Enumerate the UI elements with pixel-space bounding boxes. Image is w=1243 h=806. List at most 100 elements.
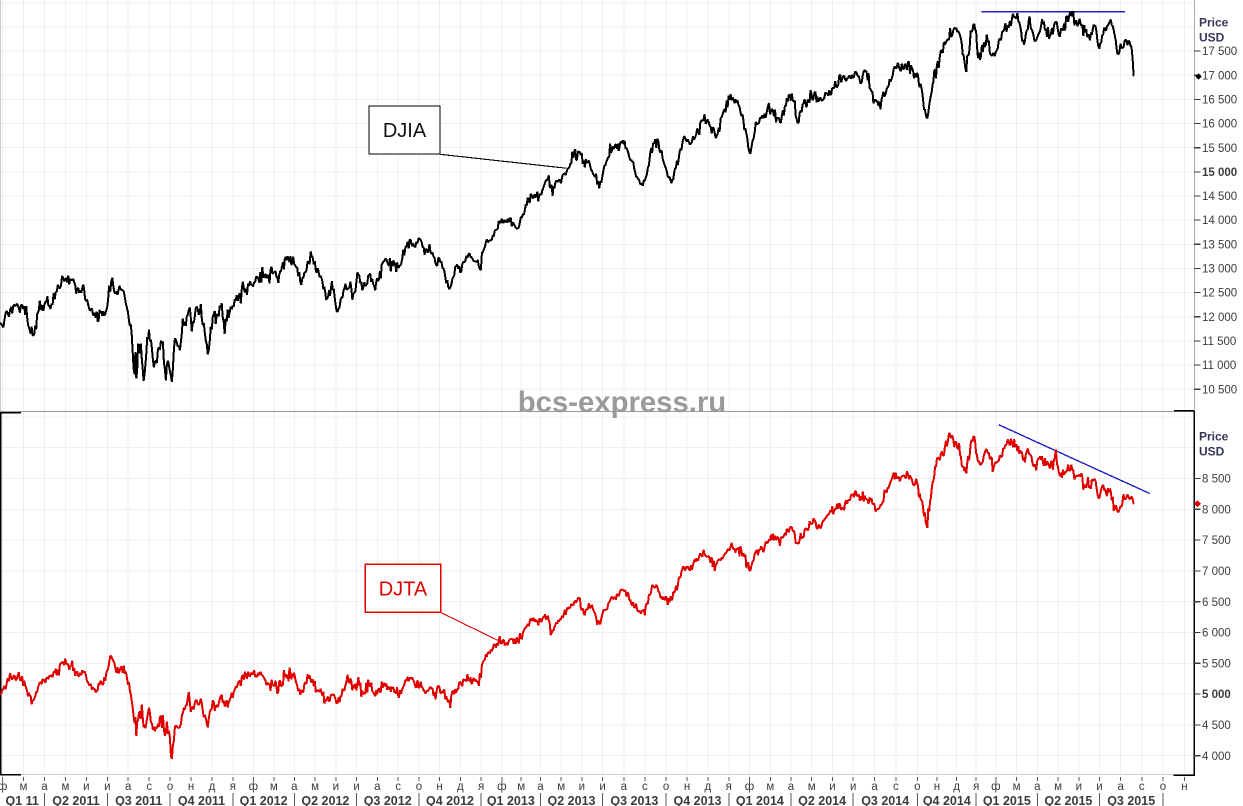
- svg-text:м: м: [311, 781, 319, 793]
- svg-text:14 500: 14 500: [1202, 191, 1237, 203]
- svg-text:13 500: 13 500: [1202, 239, 1237, 251]
- svg-text:Q3 2012: Q3 2012: [364, 794, 412, 806]
- svg-text:ф: ф: [991, 781, 1000, 793]
- svg-text:8 500: 8 500: [1202, 474, 1231, 486]
- svg-text:н: н: [188, 781, 194, 793]
- svg-text:11 000: 11 000: [1202, 360, 1236, 372]
- svg-text:5 500: 5 500: [1202, 658, 1231, 670]
- svg-text:7 000: 7 000: [1202, 566, 1231, 578]
- svg-text:и: и: [1096, 781, 1102, 793]
- svg-text:о: о: [167, 781, 173, 793]
- svg-text:м: м: [1054, 781, 1062, 793]
- svg-text:с: с: [146, 781, 152, 793]
- svg-text:6 500: 6 500: [1202, 597, 1231, 609]
- svg-text:и: и: [353, 781, 359, 793]
- svg-text:USD: USD: [1199, 445, 1225, 459]
- svg-text:и: и: [104, 781, 110, 793]
- svg-text:13 000: 13 000: [1202, 264, 1237, 276]
- svg-text:Price: Price: [1199, 16, 1229, 30]
- svg-text:Q4 2013: Q4 2013: [674, 794, 722, 806]
- svg-text:о: о: [416, 781, 422, 793]
- svg-text:м: м: [766, 781, 774, 793]
- svg-text:16 000: 16 000: [1202, 119, 1237, 131]
- svg-text:12 000: 12 000: [1202, 312, 1237, 324]
- svg-text:а: а: [788, 781, 795, 793]
- svg-text:д: д: [209, 781, 216, 793]
- svg-text:Q2 2012: Q2 2012: [301, 794, 349, 806]
- svg-text:DJIA: DJIA: [383, 120, 427, 142]
- svg-text:м: м: [61, 781, 69, 793]
- svg-text:а: а: [1117, 781, 1124, 793]
- svg-text:12 500: 12 500: [1202, 288, 1237, 300]
- svg-text:ф: ф: [497, 781, 506, 793]
- svg-text:Q1 2014: Q1 2014: [736, 794, 784, 806]
- svg-text:а: а: [871, 781, 878, 793]
- svg-text:Q1 11: Q1 11: [6, 794, 39, 806]
- svg-text:Q3 2014: Q3 2014: [861, 794, 909, 806]
- svg-text:а: а: [537, 781, 544, 793]
- svg-text:я: я: [973, 781, 979, 793]
- svg-text:н: н: [1181, 781, 1187, 793]
- svg-text:8 000: 8 000: [1202, 504, 1231, 516]
- svg-text:н: н: [436, 781, 442, 793]
- svg-text:14 000: 14 000: [1202, 215, 1237, 227]
- svg-text:и: и: [333, 781, 339, 793]
- svg-text:Q2 2011: Q2 2011: [52, 794, 99, 806]
- svg-text:Q1 2015: Q1 2015: [983, 794, 1031, 806]
- svg-text:USD: USD: [1199, 31, 1225, 45]
- svg-text:10 500: 10 500: [1202, 384, 1237, 396]
- svg-text:м: м: [20, 781, 28, 793]
- svg-text:с: с: [893, 781, 899, 793]
- svg-text:м: м: [270, 781, 278, 793]
- svg-text:Q4 2014: Q4 2014: [923, 794, 971, 806]
- svg-text:с: с: [1139, 781, 1145, 793]
- svg-text:Q3 2015: Q3 2015: [1107, 794, 1155, 806]
- svg-text:м: м: [557, 781, 565, 793]
- svg-text:я: я: [726, 781, 732, 793]
- svg-text:и: и: [599, 781, 605, 793]
- svg-text:Q2 2014: Q2 2014: [798, 794, 846, 806]
- svg-text:д: д: [953, 781, 960, 793]
- svg-text:15 500: 15 500: [1202, 143, 1237, 155]
- svg-text:о: о: [914, 781, 920, 793]
- svg-text:Q3 2011: Q3 2011: [115, 794, 162, 806]
- svg-text:Q2 2015: Q2 2015: [1044, 794, 1092, 806]
- svg-text:д: д: [705, 781, 712, 793]
- svg-text:я: я: [230, 781, 236, 793]
- svg-text:м: м: [1013, 781, 1021, 793]
- svg-text:Q3 2013: Q3 2013: [610, 794, 658, 806]
- svg-text:Price: Price: [1199, 430, 1229, 444]
- svg-text:м: м: [808, 781, 816, 793]
- svg-text:4 000: 4 000: [1202, 751, 1231, 763]
- svg-text:15 000: 15 000: [1202, 167, 1237, 179]
- svg-text:н: н: [934, 781, 940, 793]
- svg-text:16 500: 16 500: [1202, 95, 1237, 107]
- svg-text:Q2 2013: Q2 2013: [548, 794, 596, 806]
- svg-text:м: м: [517, 781, 525, 793]
- svg-text:17 000: 17 000: [1202, 70, 1237, 82]
- svg-text:с: с: [642, 781, 648, 793]
- svg-text:ф: ф: [0, 781, 7, 793]
- svg-text:ф: ф: [745, 781, 754, 793]
- svg-text:н: н: [684, 781, 690, 793]
- svg-text:bcs-express.ru: bcs-express.ru: [518, 386, 726, 419]
- svg-text:5 000: 5 000: [1202, 689, 1231, 701]
- svg-text:а: а: [41, 781, 48, 793]
- svg-text:17 500: 17 500: [1202, 46, 1237, 58]
- svg-text:о: о: [1160, 781, 1166, 793]
- svg-text:4 500: 4 500: [1202, 720, 1231, 732]
- svg-text:и: и: [1076, 781, 1082, 793]
- svg-text:с: с: [395, 781, 401, 793]
- svg-text:я: я: [478, 781, 484, 793]
- svg-text:о: о: [663, 781, 669, 793]
- svg-text:а: а: [291, 781, 298, 793]
- svg-text:Q1 2012: Q1 2012: [240, 794, 288, 806]
- svg-text:DJTA: DJTA: [379, 579, 428, 601]
- svg-text:а: а: [621, 781, 628, 793]
- svg-text:и: и: [579, 781, 585, 793]
- svg-text:а: а: [125, 781, 132, 793]
- svg-text:Q4 2012: Q4 2012: [426, 794, 474, 806]
- svg-text:и: и: [850, 781, 856, 793]
- svg-text:а: а: [374, 781, 381, 793]
- svg-text:7 500: 7 500: [1202, 535, 1231, 547]
